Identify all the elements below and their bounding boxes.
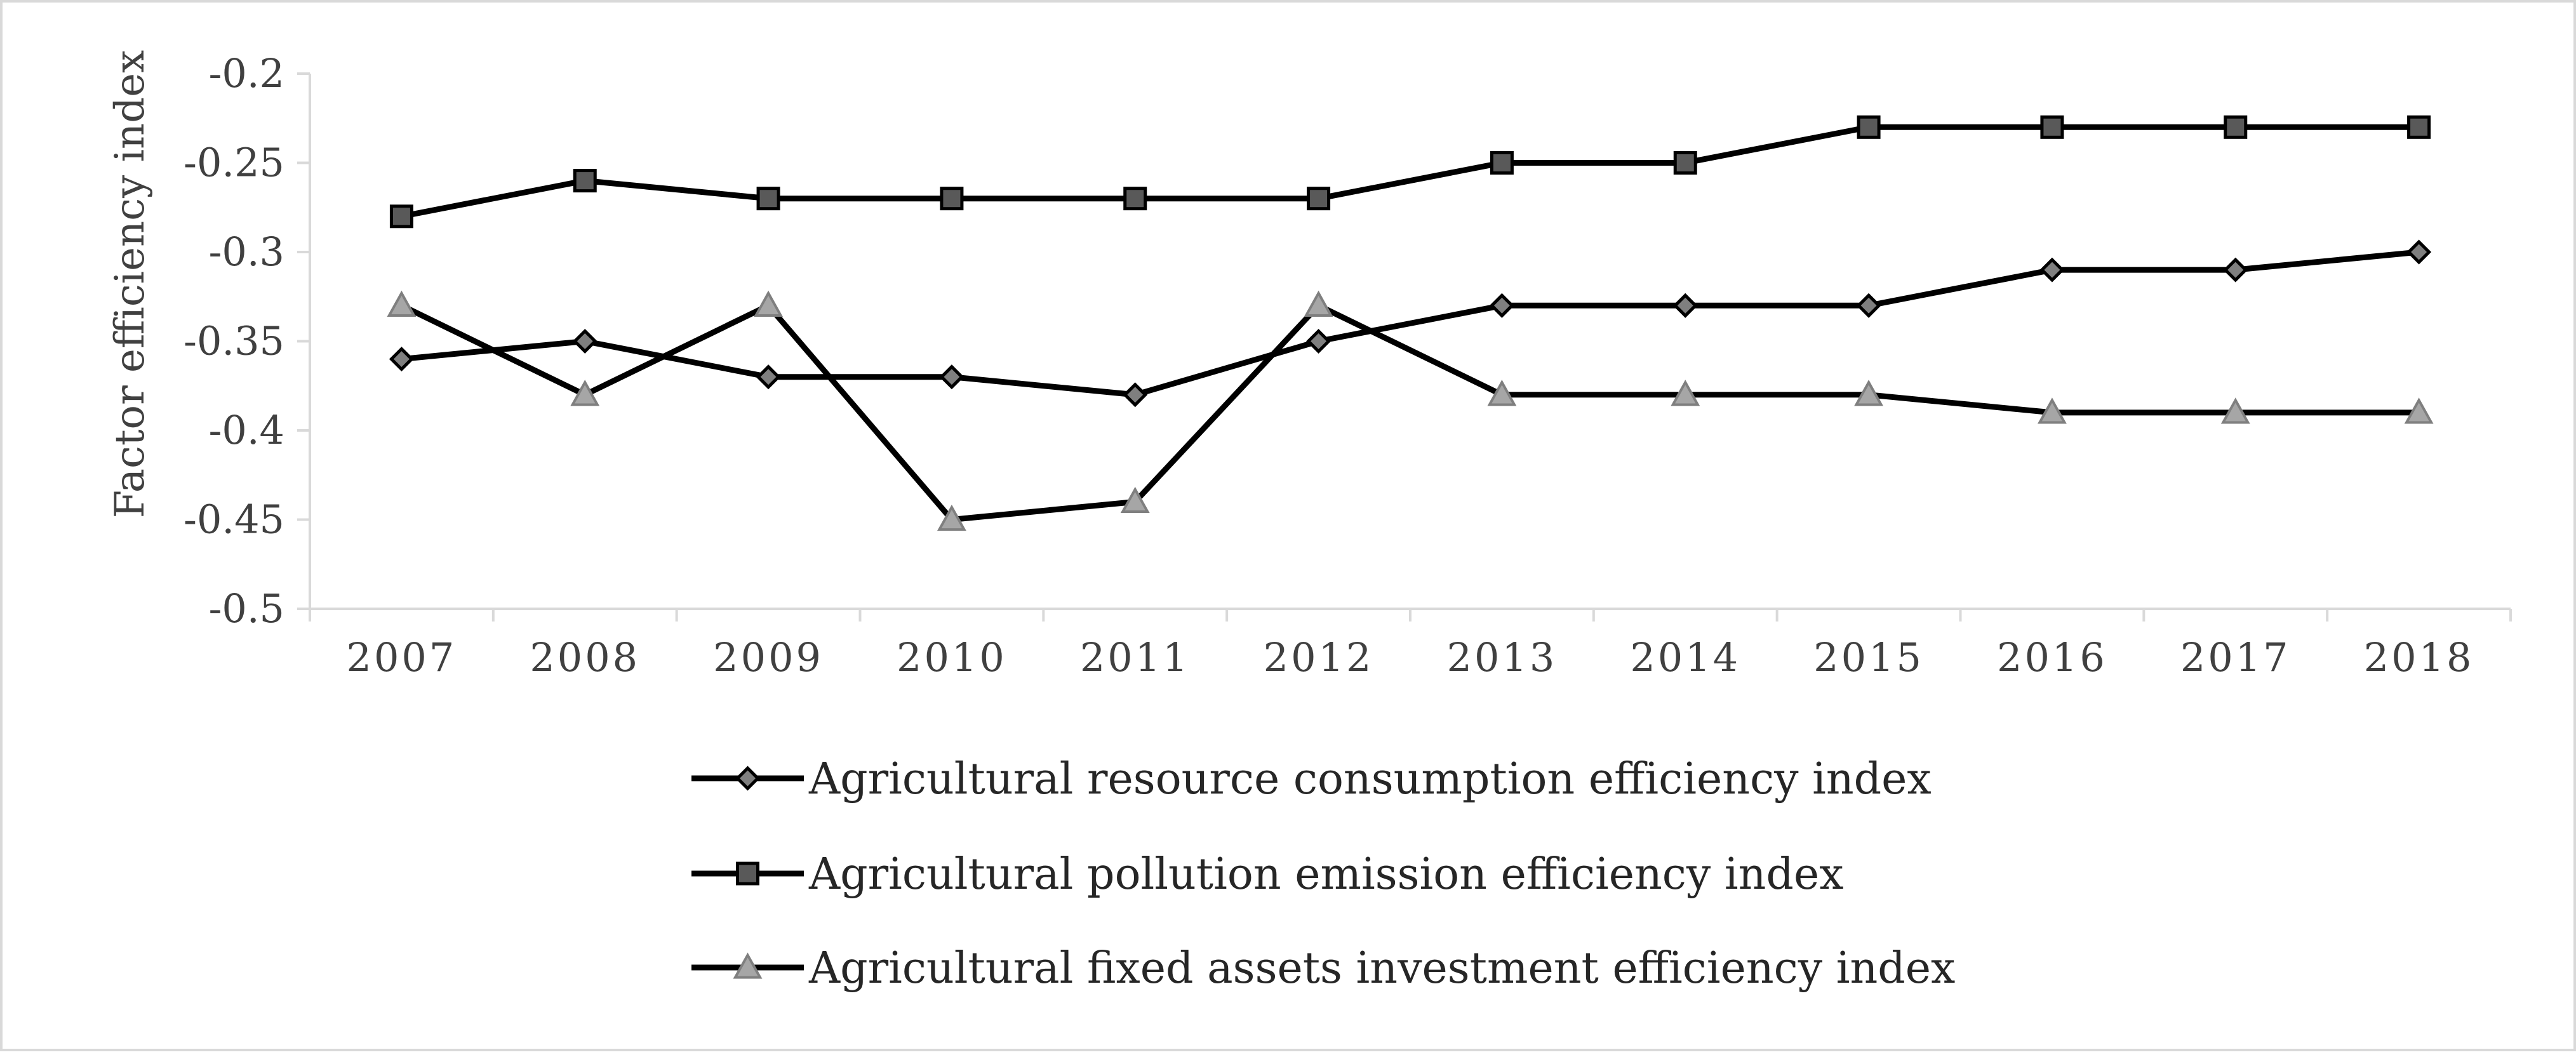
x-tick-label: 2013: [1447, 634, 1558, 681]
series-2-point: [2040, 115, 2064, 139]
y-tick-label: -0.3: [208, 229, 284, 275]
series-3-point: [1304, 290, 1333, 317]
series-2-point: [1857, 115, 1881, 139]
series-1-point: [1672, 293, 1698, 318]
series-1-point: [2223, 257, 2248, 283]
y-tick-label: -0.5: [208, 585, 284, 632]
line-chart: -0.2 -0.25 -0.3 -0.35 -0.4 -0.45 -0.5 2007 2008 2…: [107, 50, 2512, 994]
series-3-point: [937, 504, 966, 531]
series-1-point: [1123, 382, 1148, 408]
series-lines: [400, 124, 2420, 522]
x-tick-label: 2010: [897, 634, 1007, 681]
x-tick-label: 2011: [1080, 634, 1191, 681]
series-2-point: [1490, 151, 1514, 175]
series-3-point: [1120, 486, 1150, 514]
series-2-point: [2224, 115, 2248, 139]
series-2-point: [2407, 115, 2431, 139]
y-tick-label: -0.4: [208, 407, 284, 453]
series-1-point: [939, 364, 964, 390]
series-3-point: [1671, 380, 1700, 406]
series-line-2: [401, 124, 2419, 220]
series-2-point: [389, 204, 413, 229]
series-3-point: [1487, 380, 1517, 406]
series-3-point: [754, 290, 784, 317]
legend: Agricultural resource consumption effici…: [691, 754, 1955, 994]
x-tick-label: 2018: [2364, 634, 2474, 681]
x-tick-label: 2012: [1264, 634, 1374, 681]
series-2-point: [1307, 187, 1331, 211]
series-3-point: [2037, 397, 2067, 424]
series-3-point: [387, 290, 417, 317]
series-1-point: [1489, 293, 1514, 318]
series-1-point: [756, 364, 781, 390]
series-3-point: [2220, 397, 2250, 424]
legend-marker-2: [736, 861, 759, 886]
x-tick-label: 2015: [1813, 634, 1924, 681]
legend-label-1: Agricultural resource consumption effici…: [808, 754, 1932, 804]
series-2-point: [1123, 187, 1147, 211]
x-tick-label: 2014: [1630, 634, 1740, 681]
x-tick-label: 2008: [530, 634, 640, 681]
series-3-point: [2404, 397, 2434, 424]
series-1-point: [389, 347, 414, 372]
y-tick-label: -0.2: [208, 50, 284, 96]
series-1-point: [2039, 257, 2065, 283]
x-tick-label: 2007: [347, 634, 457, 681]
series-2-point: [756, 187, 780, 211]
x-tick-label: 2017: [2180, 634, 2291, 681]
series-1-point: [1306, 328, 1331, 354]
series-1-point: [1856, 293, 1881, 318]
y-tick-label: -0.45: [184, 496, 284, 543]
series-1-point: [572, 328, 597, 354]
series-markers: [387, 115, 2434, 531]
x-tick-label: 2009: [713, 634, 824, 681]
series-2-point: [573, 169, 597, 193]
legend-label-3: Agricultural fixed assets investment eff…: [808, 943, 1955, 994]
y-axis-title: Factor efficiency index: [107, 50, 154, 518]
axes: -0.2 -0.25 -0.3 -0.35 -0.4 -0.45 -0.5 2007 2008 2…: [107, 50, 2512, 681]
series-2-point: [1673, 151, 1697, 175]
y-tick-label: -0.35: [184, 318, 284, 364]
y-tick-label: -0.25: [184, 140, 284, 186]
legend-marker-3: [733, 952, 763, 979]
series-1-point: [2406, 239, 2432, 265]
series-line-3: [400, 302, 2419, 522]
legend-marker-1: [735, 766, 761, 791]
series-3-point: [1854, 380, 1884, 406]
series-2-point: [940, 187, 964, 211]
series-line-1: [401, 249, 2420, 398]
series-3-point: [570, 380, 600, 406]
x-tick-label: 2016: [1997, 634, 2107, 681]
legend-label-2: Agricultural pollution emission efficien…: [808, 849, 1844, 900]
